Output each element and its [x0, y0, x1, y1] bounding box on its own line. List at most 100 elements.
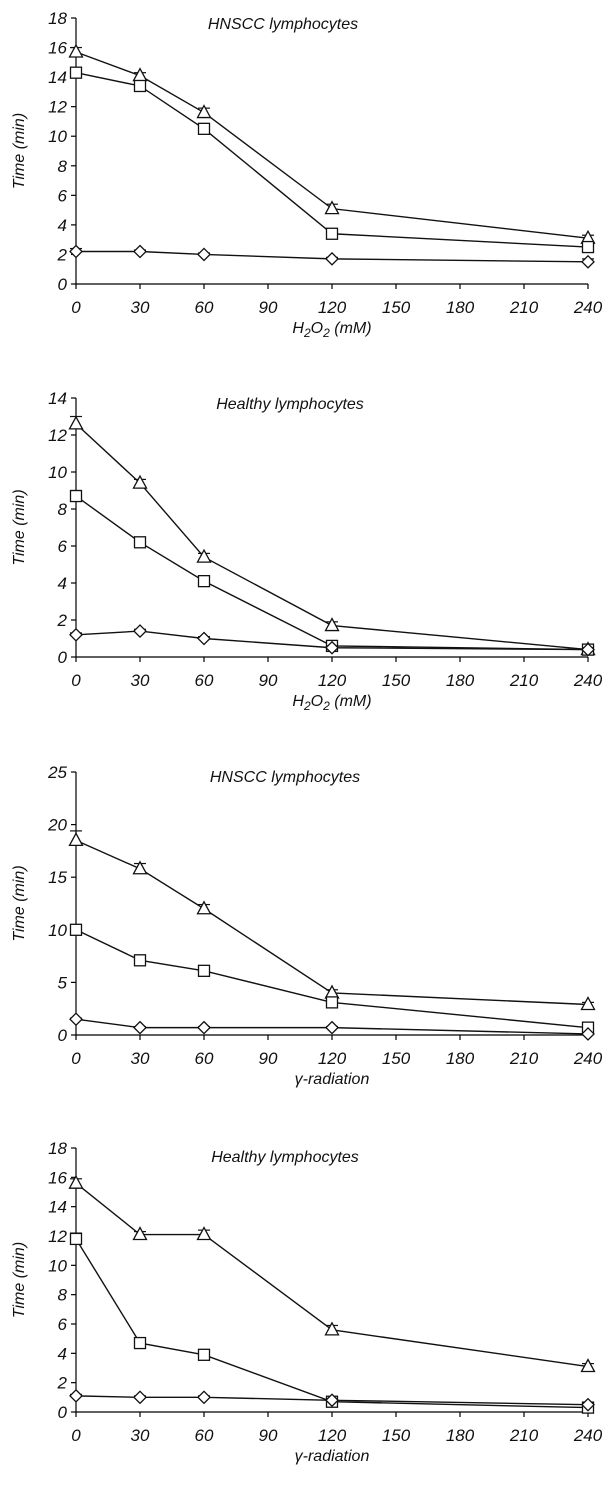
data-point-square — [69, 1232, 83, 1246]
series-triangle-line — [75, 423, 589, 651]
x-tick-label: 180 — [446, 298, 475, 317]
x-tick-label: 30 — [131, 1426, 150, 1445]
chart-panel-2: 0 2 4 6 8 10 12 14 0 30 60 90 120 150 180 210 240 Time (m… — [0, 376, 613, 752]
y-tick-label: 10 — [48, 921, 67, 940]
x-tick-label: 240 — [573, 1049, 603, 1068]
series-triangle-line — [75, 1182, 589, 1368]
x-axis-title-part: (mM) — [330, 693, 372, 710]
x-tick-label: 30 — [131, 298, 150, 317]
x-tick-label: 0 — [71, 671, 81, 690]
x-axis-title-part: O — [311, 320, 323, 337]
data-point-square — [197, 964, 211, 977]
y-tick-label: 0 — [58, 275, 68, 294]
y-tick-label: 12 — [48, 98, 67, 117]
y-tick-label: 2 — [57, 1374, 68, 1393]
data-point-diamond — [197, 631, 211, 646]
chart-3-svg: 0 5 10 15 20 25 0 30 60 90 120 150 180 210 240 Time (mi… — [11, 763, 603, 1088]
x-tick-label: 90 — [259, 1049, 278, 1068]
x-axis-title-subscript: 2 — [322, 699, 330, 713]
x-axis-title: γ-radiation — [295, 1071, 370, 1088]
x-tick-label: 150 — [382, 298, 411, 317]
data-point-square — [133, 1336, 147, 1350]
data-point-square — [69, 923, 83, 936]
y-tick-label: 10 — [48, 463, 67, 482]
y-tick-label: 12 — [48, 1227, 67, 1246]
x-tick-label: 30 — [131, 1049, 150, 1068]
data-point-triangle — [580, 1358, 596, 1373]
data-point-square — [197, 574, 211, 588]
y-axis-title: Time (min) — [11, 1242, 28, 1318]
y-tick-label: 14 — [48, 68, 67, 87]
data-point-diamond — [133, 244, 147, 259]
panel-title: HNSCC lymphocytes — [208, 16, 358, 33]
data-point-square — [133, 79, 147, 93]
data-point-triangle — [196, 900, 212, 915]
data-point-square — [197, 122, 211, 135]
data-point-diamond — [325, 1393, 339, 1408]
data-point-diamond — [69, 627, 83, 642]
chart-panel-3: 0 5 10 15 20 25 0 30 60 90 120 150 180 210 240 Time (mi… — [0, 752, 613, 1128]
x-tick-label: 0 — [71, 1426, 81, 1445]
x-tick-label: 210 — [509, 671, 539, 690]
x-tick-label: 0 — [71, 1049, 81, 1068]
x-tick-label: 210 — [509, 1426, 539, 1445]
y-tick-label: 8 — [58, 1286, 68, 1305]
x-tick-label: 210 — [509, 298, 539, 317]
y-tick-label: 2 — [57, 611, 68, 630]
data-point-triangle — [196, 548, 212, 563]
x-axis-title-subscript: 2 — [303, 326, 311, 340]
data-point-diamond — [581, 254, 595, 269]
series-square-line — [75, 71, 589, 248]
chart-panel-4: 0 2 4 6 8 10 12 14 16 18 0 30 60 90 120 150 180 210 240 Tim… — [0, 1128, 613, 1508]
data-point-square — [325, 227, 339, 240]
series-triangle-line — [75, 839, 589, 1006]
y-tick-label: 2 — [57, 245, 68, 264]
y-tick-label: 18 — [48, 1139, 67, 1158]
panel-title: HNSCC lymphocytes — [210, 769, 360, 786]
y-tick-label: 12 — [48, 426, 67, 445]
x-tick-label: 120 — [318, 298, 347, 317]
x-tick-label: 210 — [509, 1049, 539, 1068]
data-point-square — [197, 1348, 211, 1361]
x-tick-label: 30 — [131, 671, 150, 690]
x-tick-label: 60 — [195, 1049, 214, 1068]
y-tick-label: 6 — [58, 537, 68, 556]
x-tick-label: 180 — [446, 1426, 475, 1445]
data-point-square — [133, 536, 147, 549]
data-point-diamond — [325, 1020, 339, 1035]
y-tick-label: 10 — [48, 127, 67, 146]
data-point-triangle — [68, 1174, 84, 1189]
data-point-triangle — [324, 200, 340, 215]
x-axis-title-part: (mM) — [330, 320, 372, 337]
data-point-diamond — [325, 251, 339, 266]
data-point-diamond — [133, 1020, 147, 1035]
data-point-diamond — [69, 1388, 83, 1403]
chart-panel-1: 0 2 4 6 8 10 12 14 16 18 0 30 60 90 120 150 180 210 240 Tim… — [0, 0, 613, 376]
data-point-diamond — [197, 247, 211, 262]
x-tick-label: 120 — [318, 671, 347, 690]
x-axis-title-part: O — [311, 693, 323, 710]
data-point-triangle — [196, 104, 212, 119]
x-tick-label: 150 — [382, 1426, 411, 1445]
panel-title: Healthy lymphocytes — [211, 1149, 359, 1166]
y-tick-label: 25 — [47, 763, 67, 782]
y-axis-title: Time (min) — [11, 113, 28, 189]
y-tick-label: 0 — [58, 1026, 68, 1045]
data-point-square — [69, 489, 83, 503]
data-point-square — [133, 954, 147, 967]
x-axis-title-part: H — [292, 693, 304, 710]
x-axis-title-part: H — [292, 320, 304, 337]
y-tick-label: 6 — [58, 186, 68, 205]
data-point-triangle — [68, 832, 84, 847]
x-tick-label: 150 — [382, 1049, 411, 1068]
x-tick-label: 60 — [195, 298, 214, 317]
data-point-diamond — [197, 1020, 211, 1035]
x-axis-title: γ-radiation — [295, 1448, 370, 1465]
data-point-square — [581, 240, 595, 254]
y-tick-label: 0 — [58, 648, 68, 667]
data-point-triangle — [196, 1226, 212, 1241]
y-tick-label: 0 — [58, 1403, 68, 1422]
x-tick-label: 90 — [259, 1426, 278, 1445]
x-axis-title: H2O2 (mM) — [292, 693, 371, 713]
y-tick-label: 8 — [58, 500, 68, 519]
